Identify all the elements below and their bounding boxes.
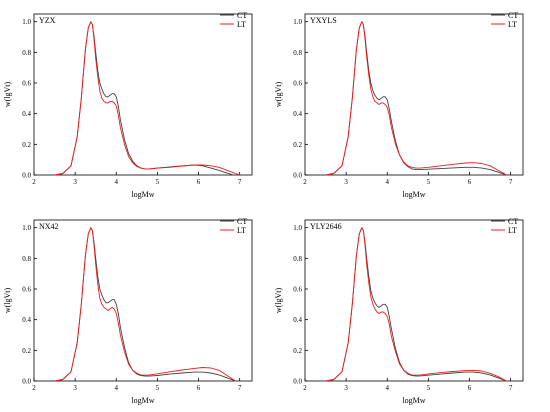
x-tick-label: 2 <box>303 384 307 392</box>
legend-label-ct: CT <box>237 11 247 20</box>
x-tick-label: 7 <box>509 178 513 186</box>
x-tick-label: 5 <box>156 178 160 186</box>
y-tick-label: 0.8 <box>293 255 302 263</box>
x-tick-label: 4 <box>386 384 390 392</box>
legend-label-lt: LT <box>237 226 246 235</box>
x-tick-label: 3 <box>73 384 77 392</box>
y-tick-label: 0.4 <box>22 110 31 118</box>
y-tick-label: 1.0 <box>293 224 302 232</box>
y-axis-label: w(lgVt) <box>3 288 12 314</box>
y-tick-label: 0.8 <box>22 49 31 57</box>
chart-panel-2: 2 3 4 5 6 7 0.0 0.2 0.4 0.6 0.8 1.0 logMw w(lgVt) YXYL… <box>274 11 524 199</box>
y-tick-label: 0.6 <box>22 80 31 88</box>
y-tick-label: 0.8 <box>22 255 31 263</box>
plot-frame <box>304 13 524 176</box>
x-tick-label: 4 <box>115 178 119 186</box>
y-tick-label: 0.4 <box>293 316 302 324</box>
y-tick-label: 1.0 <box>22 224 31 232</box>
x-tick-label: 2 <box>303 178 307 186</box>
x-tick-label: 4 <box>115 384 119 392</box>
legend-label-lt: LT <box>508 226 517 235</box>
x-tick-label: 7 <box>238 384 242 392</box>
y-tick-label: 0.0 <box>22 172 31 180</box>
legend-label-ct: CT <box>508 217 518 226</box>
x-tick-label: 3 <box>73 178 77 186</box>
y-tick-label: 1.0 <box>22 18 31 26</box>
x-tick-label: 7 <box>509 384 513 392</box>
y-tick-label: 0.6 <box>293 80 302 88</box>
y-tick-label: 0.2 <box>293 141 302 149</box>
y-tick-label: 0.4 <box>22 316 31 324</box>
x-tick-label: 6 <box>197 178 201 186</box>
series-line-lt <box>54 227 236 382</box>
chart-panel-3: 2 3 4 5 6 7 0.0 0.2 0.4 0.6 0.8 1.0 logMw w(lgVt) NX42… <box>3 217 253 405</box>
x-tick-label: 3 <box>344 384 348 392</box>
x-tick-label: 5 <box>427 384 431 392</box>
x-tick-label: 2 <box>32 384 36 392</box>
x-tick-label: 7 <box>238 178 242 186</box>
y-axis-label: w(lgVt) <box>3 82 12 108</box>
y-axis-label: w(lgVt) <box>274 82 283 108</box>
y-tick-label: 1.0 <box>293 18 302 26</box>
y-tick-label: 0.2 <box>293 347 302 355</box>
y-tick-label: 0.2 <box>22 141 31 149</box>
series-line-lt <box>325 21 507 176</box>
y-tick-label: 0.6 <box>22 286 31 294</box>
chart-title: YLY2646 <box>310 222 342 231</box>
legend-label-lt: LT <box>508 20 517 29</box>
chart-panel-4: 2 3 4 5 6 7 0.0 0.2 0.4 0.6 0.8 1.0 logMw w(lgVt) YLY2… <box>274 217 524 405</box>
y-tick-label: 0.0 <box>22 378 31 386</box>
x-tick-label: 6 <box>468 178 472 186</box>
x-axis-label: logMw <box>402 190 425 199</box>
plot-frame <box>33 13 253 176</box>
x-tick-label: 2 <box>32 178 36 186</box>
x-axis-label: logMw <box>131 396 154 405</box>
plot-frame <box>33 219 253 382</box>
y-tick-label: 0.0 <box>293 378 302 386</box>
y-tick-label: 0.6 <box>293 286 302 294</box>
chart-title: YXYLS <box>310 16 337 25</box>
chart-title: NX42 <box>39 222 59 231</box>
x-tick-label: 5 <box>427 178 431 186</box>
x-axis-label: logMw <box>402 396 425 405</box>
x-tick-label: 5 <box>156 384 160 392</box>
y-tick-label: 0.4 <box>293 110 302 118</box>
plot-frame <box>304 219 524 382</box>
series-line-lt <box>54 21 240 176</box>
legend-label-lt: LT <box>237 20 246 29</box>
y-tick-label: 0.0 <box>293 172 302 180</box>
x-tick-label: 6 <box>197 384 201 392</box>
x-axis-label: logMw <box>131 190 154 199</box>
y-tick-label: 0.8 <box>293 49 302 57</box>
chart-title: YZX <box>39 16 56 25</box>
y-axis-label: w(lgVt) <box>274 288 283 314</box>
legend-label-ct: CT <box>508 11 518 20</box>
y-tick-label: 0.2 <box>22 347 31 355</box>
chart-panel-1: 2 3 4 5 6 7 0.0 0.2 0.4 0.6 0.8 1.0 logMw w(lgVt) YZX C… <box>3 11 253 199</box>
x-tick-label: 4 <box>386 178 390 186</box>
x-tick-label: 3 <box>344 178 348 186</box>
series-line-lt <box>325 227 507 382</box>
x-tick-label: 6 <box>468 384 472 392</box>
legend-label-ct: CT <box>237 217 247 226</box>
